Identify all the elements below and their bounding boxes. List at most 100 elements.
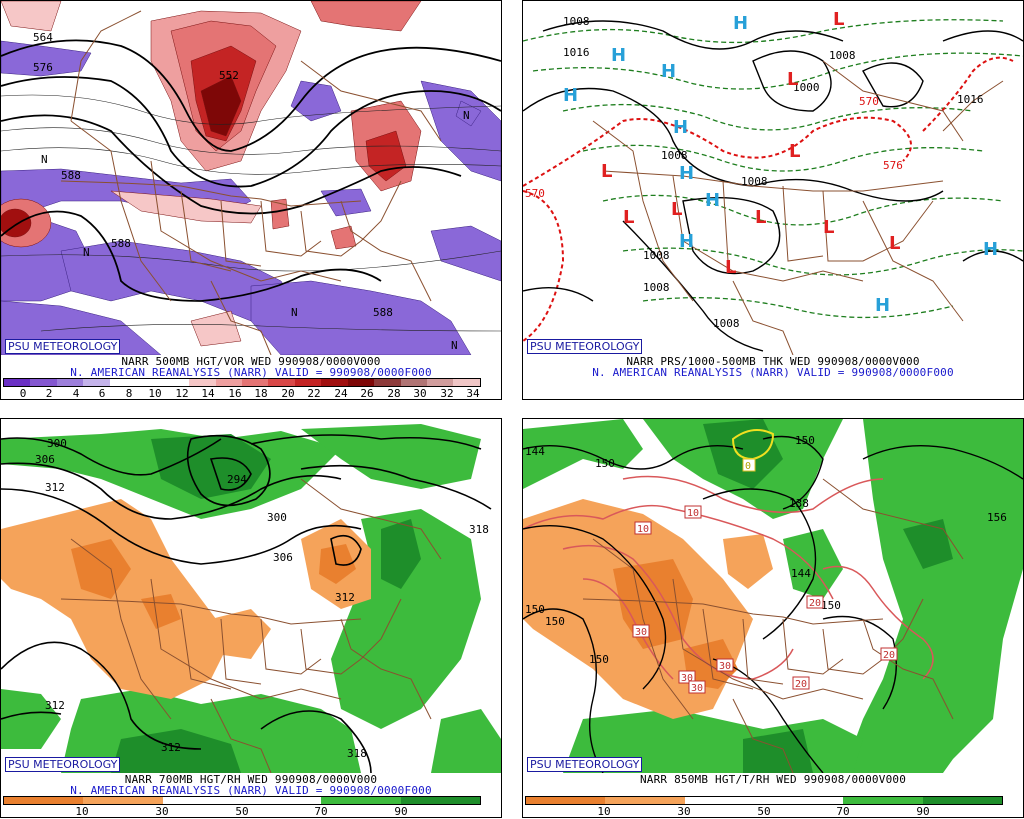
temp-label-box: 30	[716, 658, 734, 672]
rh-700-map: 300 306 312 294 300 306 312 318 312 312 …	[1, 419, 501, 773]
scale-label: 10	[75, 805, 89, 818]
height-label: 294	[227, 473, 247, 486]
scale-label: 10	[148, 387, 162, 400]
rh-scale-labels: 10 30 50 70 90	[3, 806, 481, 818]
panel-500mb-vorticity: 564 576 552 588 588 588 N N N N N PSU ME…	[0, 0, 502, 400]
high-pressure-marker: H	[679, 231, 694, 252]
temp-label-box: 10	[634, 521, 652, 535]
high-pressure-marker: H	[983, 239, 998, 260]
scale-label: 90	[394, 805, 408, 818]
rh-850-map: 144 150 150 150 150 150 156 138 144 150 …	[523, 419, 1023, 773]
height-label: 138	[789, 497, 809, 510]
map-label: 588	[111, 237, 131, 250]
scale-label: 10	[597, 805, 611, 818]
vorticity-color-scale	[3, 378, 481, 387]
psu-meteorology-logo: PSU METEOROLOGY	[527, 339, 643, 354]
vorticity-map: 564 576 552 588 588 588 N N N N N	[1, 1, 501, 355]
isobar-label: 1016	[563, 46, 590, 59]
height-label: 150	[545, 615, 565, 628]
temperature-label: 30	[691, 683, 703, 694]
height-label: 312	[45, 699, 65, 712]
scale-label: 16	[228, 387, 242, 400]
temp-label-box: 0	[742, 458, 756, 472]
height-label: 312	[161, 741, 181, 754]
height-label: 312	[45, 481, 65, 494]
temperature-label: 20	[795, 679, 807, 690]
height-label: 144	[791, 567, 811, 580]
panel-850mb-temp-rh: 144 150 150 150 150 150 156 138 144 150 …	[522, 418, 1024, 818]
temperature-label: 30	[681, 673, 693, 684]
temp-label-box: 20	[880, 647, 898, 661]
height-label: 306	[35, 453, 55, 466]
isobar-label: 1008	[563, 15, 590, 28]
scale-label: 50	[235, 805, 249, 818]
panel-subtitle: N. AMERICAN REANALYSIS (NARR) VALID = 99…	[70, 366, 432, 379]
psu-meteorology-logo: PSU METEOROLOGY	[5, 339, 121, 354]
map-label: 552	[219, 69, 239, 82]
temperature-label: 10	[637, 524, 649, 535]
temperature-label: 10	[687, 508, 699, 519]
height-label: 318	[347, 747, 367, 760]
high-pressure-marker: H	[611, 45, 626, 66]
rh-scale-labels: 10 30 50 70 90	[525, 806, 1003, 818]
height-label: 150	[795, 434, 815, 447]
isobar-label: 1008	[643, 281, 670, 294]
low-pressure-marker: L	[787, 69, 798, 90]
height-label: 306	[273, 551, 293, 564]
temperature-label: 20	[883, 650, 895, 661]
height-label: 150	[595, 457, 615, 470]
low-pressure-marker: L	[789, 141, 800, 162]
panel-pressure-thickness: 1008 1016 1008 1000 1016 1008 1008 1008 …	[522, 0, 1024, 400]
low-pressure-marker: L	[671, 199, 682, 220]
scale-label: 12	[175, 387, 189, 400]
map-label: N	[83, 246, 90, 259]
scale-label: 24	[334, 387, 348, 400]
isobar-label: 1008	[829, 49, 856, 62]
height-label: 150	[589, 653, 609, 666]
map-label: 564	[33, 31, 53, 44]
scale-label: 14	[201, 387, 215, 400]
high-pressure-marker: H	[733, 13, 748, 34]
map-label: 588	[61, 169, 81, 182]
height-label: 156	[987, 511, 1007, 524]
low-pressure-marker: L	[725, 257, 736, 278]
high-pressure-marker: H	[673, 117, 688, 138]
temp-label-box: 30	[688, 680, 706, 694]
temp-label-box: 20	[792, 676, 810, 690]
isobar-label: 1008	[713, 317, 740, 330]
scale-label: 8	[125, 387, 133, 400]
isobar-label: 1000	[793, 81, 820, 94]
temperature-label: 30	[719, 661, 731, 672]
panel-title: NARR 700MB HGT/RH WED 990908/0000V000	[124, 773, 378, 786]
scale-label: 18	[254, 387, 268, 400]
scale-label: 28	[387, 387, 401, 400]
panel-subtitle: N. AMERICAN REANALYSIS (NARR) VALID = 99…	[70, 784, 432, 797]
scale-label: 22	[307, 387, 321, 400]
scale-label: 0	[19, 387, 27, 400]
low-pressure-marker: L	[623, 207, 634, 228]
map-label: 588	[373, 306, 393, 319]
low-pressure-marker: L	[755, 207, 766, 228]
height-label: 300	[47, 437, 67, 450]
scale-label: 20	[281, 387, 295, 400]
temp-label-box: 30	[678, 670, 696, 684]
map-label: N	[41, 153, 48, 166]
panel-title: NARR 850MB HGT/T/RH WED 990908/0000V000	[639, 773, 907, 786]
high-pressure-marker: H	[563, 85, 578, 106]
scale-label: 30	[677, 805, 691, 818]
temperature-label: 30	[635, 627, 647, 638]
map-label: 576	[33, 61, 53, 74]
scale-label: 6	[98, 387, 106, 400]
temperature-label: 20	[809, 598, 821, 609]
low-pressure-marker: L	[833, 9, 844, 30]
isobar-label: 1008	[741, 175, 768, 188]
high-pressure-marker: H	[705, 190, 720, 211]
rh-color-scale	[3, 796, 481, 805]
high-pressure-marker: H	[679, 163, 694, 184]
height-label: 150	[821, 599, 841, 612]
isobar-label: 1016	[957, 93, 984, 106]
rh-color-scale	[525, 796, 1003, 805]
height-label: 144	[525, 445, 545, 458]
map-label: N	[291, 306, 298, 319]
scale-label: 30	[413, 387, 427, 400]
